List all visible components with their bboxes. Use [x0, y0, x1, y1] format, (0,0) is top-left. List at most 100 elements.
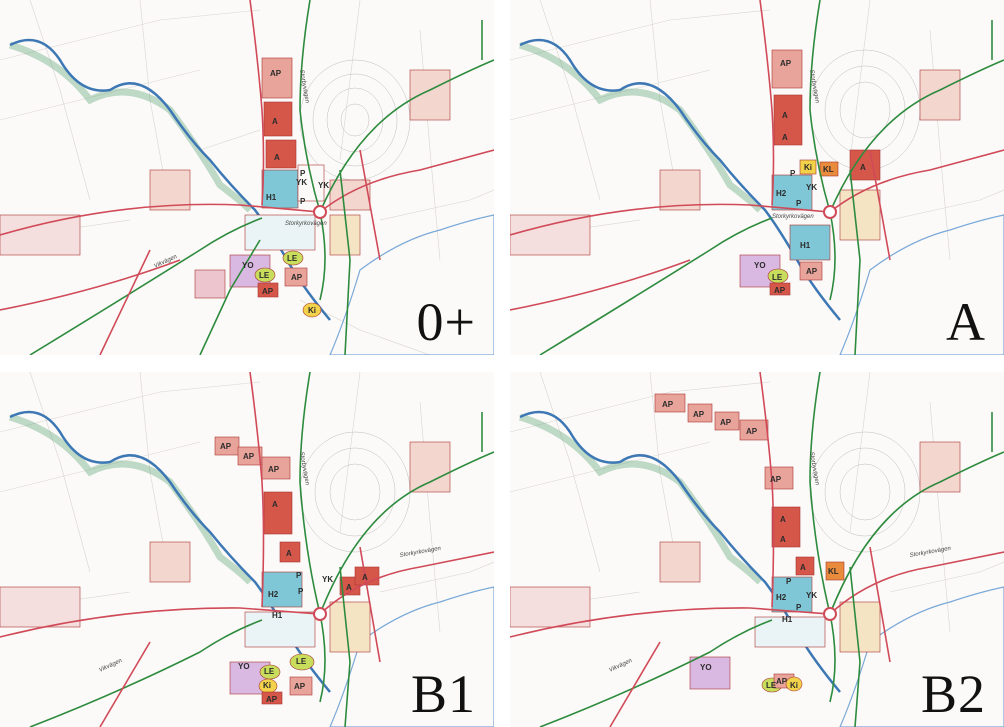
- water-area: [329, 214, 494, 355]
- zone-label: YO: [238, 662, 250, 671]
- road-label: Storbyvägen: [808, 69, 820, 104]
- zone-label: AP: [268, 465, 280, 474]
- zone-label: AP: [806, 267, 818, 276]
- map-drawing: Storkyrkovägen Vikvägen Storbyvägen AP A…: [510, 372, 1004, 727]
- map-panel-b1: Storkyrkovägen Vikvägen Storbyvägen AP A…: [0, 372, 494, 727]
- scenario-label: B1: [410, 664, 476, 724]
- road-label: Storkyrkovägen: [909, 546, 952, 559]
- zone-label: YK: [296, 178, 307, 187]
- topography: [299, 59, 411, 181]
- zone-label: AP: [262, 287, 274, 296]
- water-area: [839, 586, 1004, 727]
- zone-label: H1: [800, 241, 811, 250]
- map-drawing: Storkyrkovägen Vikvägen Storbyvägen AP A…: [0, 372, 494, 727]
- zone-label: P: [796, 199, 802, 208]
- zone-label: H2: [776, 189, 787, 198]
- roundabout: [313, 607, 327, 621]
- zone-label: A: [286, 549, 292, 558]
- roundabout: [823, 205, 837, 219]
- map-panel-a: Storkyrkovägen Storbyvägen AP A A Ki P Y…: [510, 0, 1004, 355]
- zone-label: P: [300, 169, 306, 178]
- scenario-label: B2: [920, 664, 986, 724]
- roundabout: [823, 607, 837, 621]
- zone-label: AP: [266, 695, 278, 704]
- zone-label: P: [796, 603, 802, 612]
- zone-label: A: [782, 111, 788, 120]
- zone-labels: AP A A Ki P YK KL A H2 P H1 YO LE AP AP: [754, 59, 866, 295]
- zone-label: A: [800, 563, 806, 572]
- zone-label: AP: [776, 677, 788, 686]
- zone-label: H2: [268, 590, 279, 599]
- zone-label: P: [298, 587, 304, 596]
- zone-label: YO: [700, 663, 712, 672]
- zone-label: AP: [294, 682, 306, 691]
- zone-label: AP: [693, 410, 705, 419]
- map-drawing: Storkyrkovägen Vikvägen Storbyvägen AP A…: [0, 0, 494, 355]
- topography: [299, 431, 411, 553]
- zone-label: AP: [270, 69, 282, 78]
- zone-label: AP: [220, 442, 232, 451]
- zone-label: P: [790, 169, 796, 178]
- zone-parcels: [510, 49, 961, 296]
- zone-label: LE: [259, 271, 270, 280]
- zone-label: A: [346, 583, 352, 592]
- zone-label: H2: [776, 593, 787, 602]
- roundabout: [313, 205, 327, 219]
- zone-label: LE: [287, 254, 298, 263]
- zone-label: AP: [720, 418, 732, 427]
- zone-label: AP: [780, 59, 792, 68]
- road-label: Storbyvägen: [298, 451, 310, 486]
- road-label: Storkyrkovägen: [772, 214, 814, 220]
- road-network: [0, 372, 494, 727]
- zone-label: KL: [828, 567, 839, 576]
- zone-label: P: [296, 571, 302, 580]
- zone-label: P: [786, 577, 792, 586]
- river-bank: [518, 41, 763, 213]
- zone-label: Ki: [804, 163, 812, 172]
- zone-label: A: [362, 573, 368, 582]
- road-label: Storbyvägen: [808, 451, 820, 486]
- zone-label: A: [272, 500, 278, 509]
- zone-labels: AP AP AP A A P YK A A H2 P H1 YO LE LE K…: [220, 442, 368, 704]
- topography: [809, 431, 921, 553]
- zone-label: AP: [662, 400, 674, 409]
- zone-label: AP: [770, 475, 782, 484]
- road-network: [510, 372, 1004, 727]
- base-map: [510, 0, 1004, 261]
- road-network: [510, 0, 1004, 355]
- zone-labels: AP AP AP AP AP A A P A KL H2 YK P H1 YO …: [662, 400, 839, 690]
- zone-label: YK: [806, 183, 817, 192]
- road-label: Storbyvägen: [298, 69, 310, 104]
- zone-label: AP: [291, 273, 303, 282]
- zone-parcels: [0, 436, 451, 705]
- zone-label: A: [782, 133, 788, 142]
- zone-label: P: [300, 197, 306, 206]
- zone-label: AP: [746, 427, 758, 436]
- zone-label: A: [780, 515, 786, 524]
- zone-label: LE: [264, 667, 275, 676]
- zone-label: KL: [823, 165, 834, 174]
- road-label: Vikvägen: [608, 658, 633, 674]
- road-label: Storkyrkovägen: [399, 546, 442, 559]
- zone-label: H1: [272, 611, 283, 620]
- map-panel-b2: Storkyrkovägen Vikvägen Storbyvägen AP A…: [510, 372, 1004, 727]
- zone-label: A: [272, 117, 278, 126]
- zone-label: YK: [806, 591, 817, 600]
- zone-label: A: [274, 153, 280, 162]
- zone-label: Ki: [308, 306, 316, 315]
- zone-label: A: [860, 163, 866, 172]
- zone-labels: AP A A YK P P H1 YK YO LE LE AP AP Ki: [242, 69, 329, 315]
- zone-label: H1: [266, 193, 277, 202]
- road-label: Vikvägen: [98, 658, 123, 674]
- river-bank: [518, 413, 763, 585]
- zone-label: YO: [242, 261, 254, 270]
- zone-label: Ki: [790, 681, 798, 690]
- road-network: [0, 0, 494, 355]
- zone-label: YK: [322, 575, 333, 584]
- zone-label: Ki: [263, 681, 271, 690]
- zone-label: AP: [243, 452, 255, 461]
- scenario-label: 0+: [416, 292, 476, 352]
- map-drawing: Storkyrkovägen Storbyvägen AP A A Ki P Y…: [510, 0, 1004, 355]
- zone-label: YO: [754, 261, 766, 270]
